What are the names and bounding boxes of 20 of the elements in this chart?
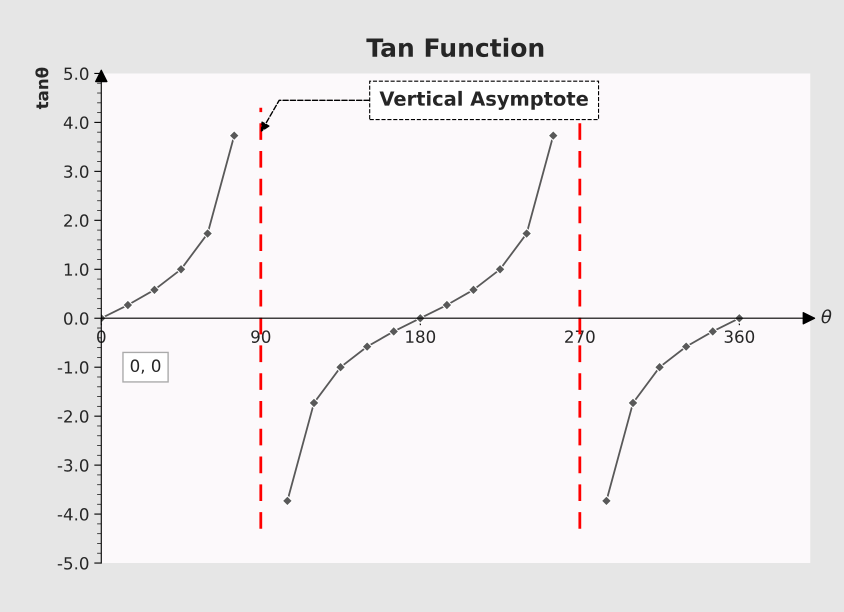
y-tick-label: -1.0 <box>58 361 88 374</box>
chart-title: Tan Function <box>366 38 544 58</box>
y-tick-label: -4.0 <box>58 508 88 521</box>
y-tick-label: 4.0 <box>64 116 88 129</box>
y-tick-label: 0.0 <box>64 312 88 325</box>
x-tick-label: 360 <box>724 330 754 343</box>
y-tick-label: 5.0 <box>64 67 88 80</box>
y-tick-label: 3.0 <box>64 165 88 178</box>
y-axis-title: tanθ <box>35 68 48 110</box>
x-tick-label: 90 <box>251 330 270 343</box>
annotation: 0, 0 <box>130 359 160 374</box>
y-tick-label: -5.0 <box>58 557 88 570</box>
x-axis-title: θ <box>822 309 832 324</box>
y-tick-label: -2.0 <box>58 410 88 423</box>
y-tick-label: 1.0 <box>64 263 88 276</box>
x-tick-label: 180 <box>406 330 436 343</box>
y-tick-label: 2.0 <box>64 214 88 227</box>
annotation: Vertical Asymptote <box>380 90 588 110</box>
y-tick-label: -3.0 <box>58 459 88 472</box>
x-tick-label: 270 <box>565 330 595 343</box>
